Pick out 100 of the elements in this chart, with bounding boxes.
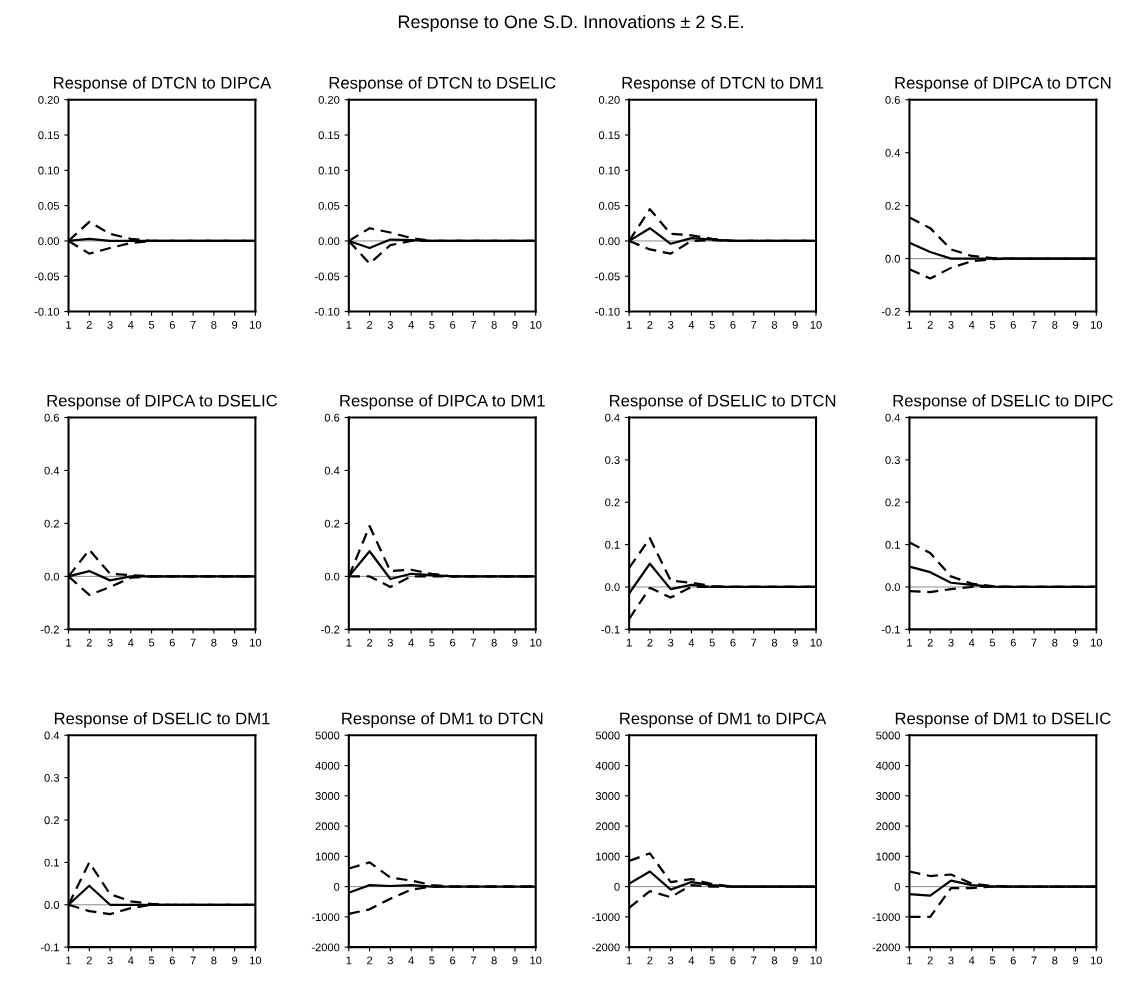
x-tick-label: 8 — [211, 320, 217, 329]
x-tick-label: 9 — [792, 956, 798, 965]
x-tick-label: 5 — [709, 321, 715, 329]
y-tick-label: -0.2 — [40, 625, 59, 634]
x-tick-label: 5 — [148, 956, 155, 965]
x-tick-label: 6 — [169, 956, 175, 965]
y-tick-label: 0.10 — [38, 166, 60, 175]
chart-title: Response of DSELIC to DTCN — [610, 394, 836, 410]
y-tick-label: 0.6 — [885, 95, 900, 104]
chart-title: Response of DSELIC to DM1 — [54, 712, 270, 728]
chart-title: Response of DM1 to DSELIC — [895, 712, 1111, 728]
y-tick-label: 5000 — [876, 731, 900, 740]
x-tick-label: 3 — [668, 320, 674, 329]
x-tick-label: 2 — [86, 638, 92, 647]
x-tick-label: 5 — [989, 638, 996, 647]
x-tick-label: 5 — [429, 956, 435, 965]
x-tick-label: 1 — [626, 956, 632, 965]
x-tick-label: 8 — [1052, 956, 1058, 965]
y-tick-label: 5000 — [595, 731, 620, 740]
x-tick-label: 1 — [346, 956, 352, 965]
x-tick-label: 2 — [367, 320, 373, 329]
x-tick-label: 5 — [429, 321, 435, 329]
x-tick-label: 2 — [647, 638, 653, 647]
y-tick-label: 0.4 — [44, 731, 60, 740]
x-tick-label: 7 — [190, 638, 196, 647]
x-tick-label: 8 — [1052, 638, 1058, 647]
y-tick-label: -1000 — [311, 913, 340, 922]
y-tick-label: -1000 — [592, 913, 620, 922]
x-tick-label: 6 — [450, 638, 456, 647]
y-tick-label: 0.3 — [605, 456, 620, 464]
x-tick-label: 9 — [1072, 638, 1079, 647]
x-tick-label: 3 — [387, 638, 393, 647]
x-tick-label: 10 — [1090, 638, 1103, 647]
y-tick-label: 0.2 — [605, 498, 620, 507]
chart-title: Response of DM1 to DTCN — [342, 712, 543, 728]
x-tick-label: 7 — [1031, 638, 1037, 647]
x-tick-label: 6 — [730, 956, 736, 965]
x-tick-label: 2 — [86, 320, 92, 329]
x-tick-label: 6 — [1010, 320, 1016, 329]
x-tick-label: 5 — [989, 956, 996, 965]
x-tick-label: 7 — [751, 956, 757, 965]
y-tick-label: 0.1 — [605, 540, 620, 549]
x-tick-label: 1 — [907, 956, 912, 965]
y-tick-label: -0.10 — [34, 307, 60, 316]
y-tick-label: 0.3 — [44, 773, 60, 782]
y-tick-label: 3000 — [315, 792, 340, 800]
x-tick-label: 6 — [730, 320, 736, 329]
y-tick-label: 0 — [334, 882, 340, 891]
y-tick-label: 0 — [614, 882, 620, 891]
y-tick-label: 0.2 — [44, 816, 59, 825]
x-tick-label: 2 — [647, 320, 653, 329]
y-tick-label: 0.05 — [318, 201, 340, 210]
x-tick-label: 7 — [190, 321, 196, 329]
x-tick-label: 9 — [792, 320, 798, 329]
y-tick-label: 0.20 — [38, 95, 60, 104]
x-tick-label: 6 — [450, 320, 456, 329]
x-tick-label: 1 — [626, 638, 632, 647]
x-tick-label: 9 — [512, 320, 518, 329]
y-tick-label: 0.15 — [38, 131, 60, 140]
y-tick-label: 5000 — [315, 731, 340, 740]
chart-title: Response of DM1 to DIPCA — [620, 712, 827, 728]
y-tick-label: -1000 — [872, 913, 900, 922]
y-tick-label: 0.1 — [44, 858, 59, 867]
x-tick-label: 8 — [1052, 320, 1058, 329]
x-tick-label: 8 — [771, 638, 778, 647]
y-tick-label: 0.0 — [44, 901, 60, 909]
y-tick-label: 0.00 — [318, 237, 340, 246]
x-tick-label: 10 — [250, 956, 262, 965]
y-tick-label: 1000 — [315, 852, 340, 861]
x-tick-label: 3 — [387, 956, 393, 965]
y-tick-label: -0.2 — [881, 307, 900, 316]
y-tick-label: 4000 — [315, 761, 340, 770]
x-tick-label: 9 — [232, 956, 238, 965]
x-tick-label: 9 — [232, 320, 238, 329]
x-tick-label: 4 — [968, 321, 975, 329]
x-tick-label: 8 — [491, 956, 497, 965]
x-tick-label: 2 — [367, 956, 373, 965]
x-tick-label: 6 — [169, 320, 175, 329]
x-tick-label: 5 — [709, 638, 715, 647]
x-tick-label: 7 — [470, 638, 476, 647]
y-tick-label: 0.6 — [44, 413, 60, 422]
chart-title: Response of DTCN to DSELIC — [329, 76, 556, 93]
y-tick-label: 0.3 — [885, 456, 900, 464]
x-tick-label: 2 — [647, 956, 653, 965]
x-tick-label: 1 — [907, 638, 912, 647]
y-tick-label: 0 — [894, 882, 900, 891]
x-tick-label: 3 — [668, 638, 674, 647]
x-tick-label: 6 — [730, 638, 736, 647]
x-tick-label: 3 — [948, 320, 954, 329]
x-tick-label: 4 — [408, 321, 414, 329]
y-tick-label: 2000 — [595, 822, 620, 831]
x-tick-label: 7 — [190, 956, 196, 965]
y-tick-label: 0.0 — [44, 572, 60, 581]
x-tick-label: 2 — [927, 638, 933, 647]
x-tick-label: 1 — [626, 321, 632, 329]
y-tick-label: -2000 — [592, 943, 620, 952]
y-tick-label: 2000 — [315, 822, 340, 831]
x-tick-label: 1 — [66, 956, 72, 965]
text: Response to One S.D. Innovations ± 2 S.E. — [398, 14, 743, 32]
x-tick-label: 3 — [107, 320, 113, 329]
